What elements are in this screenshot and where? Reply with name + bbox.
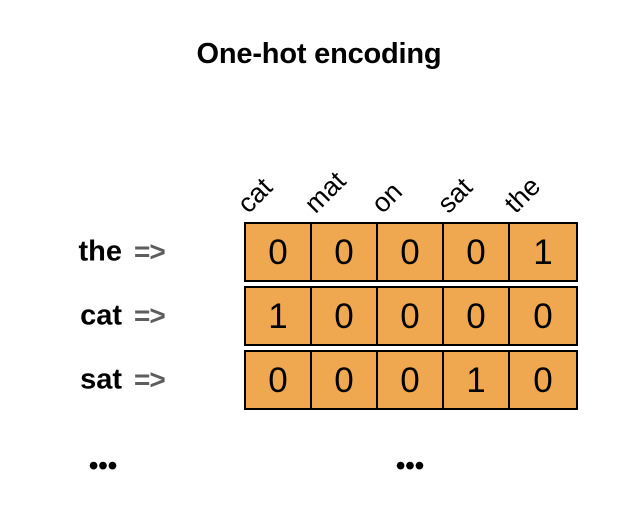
column-header-mat: mat	[298, 120, 378, 220]
row-continuation-ellipsis: •••	[88, 450, 118, 481]
matrix-cell: 1	[444, 352, 510, 408]
matrix-cell: 1	[246, 288, 312, 344]
matrix-cell: 0	[312, 224, 378, 280]
matrix-cell: 0	[312, 288, 378, 344]
arrow-icon: =>	[134, 236, 166, 267]
table-row: cat => 1 0 0 0 0	[0, 286, 638, 346]
row-vector-sat: 0 0 0 1 0	[244, 350, 578, 410]
column-header-on: on	[365, 120, 445, 220]
row-vector-the: 0 0 0 0 1	[244, 222, 578, 282]
table-row: sat => 0 0 0 1 0	[0, 350, 638, 410]
row-label-sat: sat	[80, 363, 122, 396]
column-header-sat: sat	[432, 120, 511, 220]
matrix-continuation-ellipsis: •••	[395, 450, 425, 481]
matrix-cell: 0	[444, 224, 510, 280]
matrix-cell: 0	[378, 224, 444, 280]
arrow-icon: =>	[134, 300, 166, 331]
matrix-cell: 0	[246, 352, 312, 408]
row-label-cat: cat	[80, 299, 122, 332]
page-title: One-hot encoding	[196, 38, 442, 70]
table-row: the => 0 0 0 0 1	[0, 222, 638, 282]
matrix-cell: 0	[312, 352, 378, 408]
column-header-cat: cat	[231, 120, 311, 220]
row-label-the: the	[78, 235, 123, 268]
matrix-cell: 0	[378, 352, 444, 408]
column-header-row: cat mat on sat the	[231, 120, 578, 220]
matrix-cell: 0	[378, 288, 444, 344]
row-vector-cat: 1 0 0 0 0	[244, 286, 578, 346]
matrix-cell: 0	[444, 288, 510, 344]
column-header-label: cat	[231, 172, 279, 219]
matrix-cell: 0	[510, 352, 576, 408]
matrix-cell: 1	[510, 224, 576, 280]
matrix-cell: 0	[510, 288, 576, 344]
matrix-cell: 0	[246, 224, 312, 280]
column-header-the: the	[499, 120, 578, 220]
arrow-icon: =>	[134, 364, 166, 395]
